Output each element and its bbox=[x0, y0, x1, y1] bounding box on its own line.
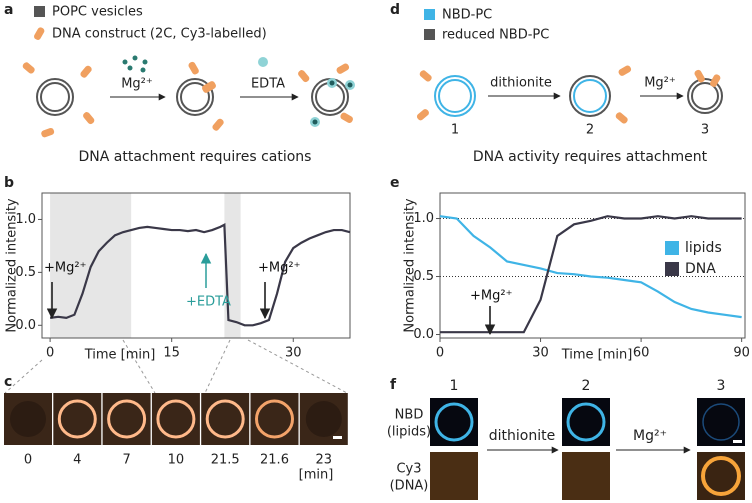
x-axis-label: Time [min] bbox=[561, 348, 633, 363]
step-label: EDTA bbox=[251, 77, 285, 92]
vesicle-ghost bbox=[305, 401, 342, 437]
caption: DNA attachment requires cations bbox=[79, 149, 312, 165]
stage-label: 3 bbox=[701, 123, 709, 138]
plot-frame bbox=[439, 192, 746, 339]
x-tick-label: 15 bbox=[163, 346, 180, 361]
micrograph bbox=[562, 398, 610, 446]
legend-text: NBD-PC bbox=[442, 8, 492, 23]
y-tick-label: 0.0 bbox=[413, 327, 434, 342]
step-label: Mg²⁺ bbox=[633, 428, 667, 444]
vesicle-ring bbox=[434, 402, 474, 442]
legend-swatch bbox=[665, 241, 679, 255]
scale-bar bbox=[333, 436, 342, 439]
panel-letter: f bbox=[390, 377, 397, 393]
time-label: 4 bbox=[73, 453, 81, 468]
scheme-d: NBD-PC reduced NBD-PC dithionite Mg²⁺ 1 … bbox=[416, 8, 723, 165]
legend-text: POPC vesicles bbox=[52, 5, 143, 20]
vesicle-ring bbox=[702, 403, 740, 441]
panel-letter: e bbox=[390, 175, 400, 191]
time-unit: [min] bbox=[299, 468, 334, 483]
vesicle-ring bbox=[156, 399, 196, 439]
vesicle-ring bbox=[701, 456, 741, 496]
step-label: dithionite bbox=[490, 76, 552, 91]
stage-label: 1 bbox=[451, 123, 459, 138]
time-label: 10 bbox=[168, 453, 185, 468]
data-line bbox=[439, 215, 742, 319]
micrographs-c: 0 4 7 10 21.5 21.6 23[min] bbox=[4, 393, 348, 483]
data-line bbox=[49, 222, 351, 327]
column-label: 3 bbox=[717, 378, 726, 394]
micrographs-f: 1 2 3 NBD (lipids) Cy3 (DNA) dithionite Mg²⁺ bbox=[387, 378, 745, 500]
x-tick-label: 60 bbox=[633, 346, 650, 361]
row-label: (DNA) bbox=[390, 479, 429, 494]
scale-bar bbox=[733, 440, 742, 443]
x-axis-label: Time [min] bbox=[84, 348, 156, 363]
vesicle-ring bbox=[107, 399, 147, 439]
plot-frame bbox=[41, 192, 351, 339]
x-tick-label: 30 bbox=[285, 346, 302, 361]
panel-letter: c bbox=[4, 374, 12, 390]
legend-swatch bbox=[665, 262, 679, 276]
row-label: (lipids) bbox=[387, 425, 431, 440]
step-label: Mg²⁺ bbox=[121, 77, 153, 92]
vesicle-ring bbox=[57, 399, 97, 439]
annotation: +EDTA bbox=[186, 295, 231, 310]
panel-letter: b bbox=[4, 175, 14, 191]
vesicle-ring bbox=[205, 399, 245, 439]
vesicle-ring bbox=[255, 399, 294, 439]
micrograph bbox=[430, 398, 478, 446]
panel-letter: d bbox=[390, 2, 400, 18]
x-tick-label: 90 bbox=[733, 346, 750, 361]
time-label: 7 bbox=[122, 453, 130, 468]
panel-letter: a bbox=[4, 2, 13, 18]
y-tick-label: 1.0 bbox=[413, 211, 434, 226]
vesicle-ring bbox=[566, 402, 606, 442]
column-label: 1 bbox=[450, 378, 459, 394]
time-label: 21.5 bbox=[211, 453, 240, 468]
annotation: +Mg²⁺ bbox=[258, 261, 300, 276]
x-tick-label: 30 bbox=[532, 346, 549, 361]
time-label: 23 bbox=[316, 453, 333, 468]
micrograph bbox=[562, 452, 610, 500]
scheme-a: POPC vesicles DNA construct (2C, Cy3-lab… bbox=[22, 5, 355, 165]
y-tick-label: 0.5 bbox=[15, 265, 36, 280]
time-label: 21.6 bbox=[260, 453, 289, 468]
time-label: 0 bbox=[24, 453, 32, 468]
row-label: Cy3 bbox=[396, 462, 421, 477]
column-label: 2 bbox=[582, 378, 591, 394]
legend-label: lipids bbox=[685, 240, 722, 256]
y-tick-label: 0.0 bbox=[15, 318, 36, 333]
stage-label: 2 bbox=[586, 123, 594, 138]
micrograph bbox=[697, 398, 745, 446]
y-axis-label: Normalized intensity bbox=[5, 198, 20, 333]
caption: DNA activity requires attachment bbox=[473, 149, 708, 165]
y-tick-label: 1.0 bbox=[15, 212, 36, 227]
legend-label: DNA bbox=[685, 261, 716, 277]
legend-text: DNA construct (2C, Cy3-labelled) bbox=[52, 27, 267, 42]
annotation: +Mg²⁺ bbox=[44, 261, 86, 276]
x-tick-label: 0 bbox=[46, 346, 54, 361]
vesicle-ghost bbox=[10, 401, 46, 437]
y-tick-label: 0.5 bbox=[413, 269, 434, 284]
step-label: Mg²⁺ bbox=[644, 76, 676, 91]
row-label: NBD bbox=[395, 408, 424, 423]
annotation: +Mg²⁺ bbox=[470, 289, 512, 304]
legend-text: reduced NBD-PC bbox=[442, 28, 549, 43]
connector bbox=[4, 339, 348, 394]
micrograph bbox=[430, 452, 478, 500]
x-tick-label: 0 bbox=[436, 346, 444, 361]
y-axis-label: Normalized intensity bbox=[403, 198, 418, 333]
step-label: dithionite bbox=[489, 428, 555, 444]
